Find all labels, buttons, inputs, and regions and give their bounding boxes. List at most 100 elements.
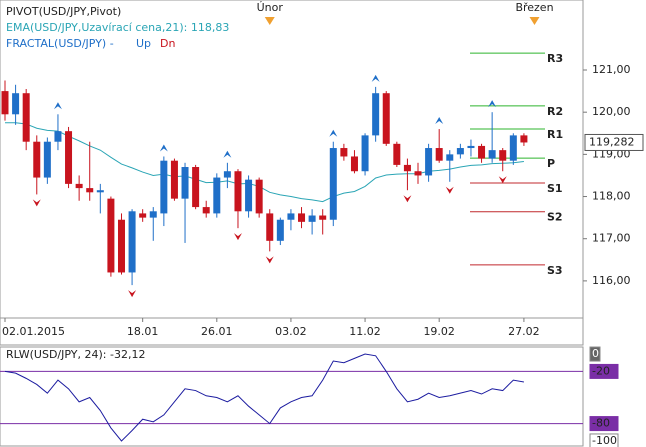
last-price-label: 119,282 bbox=[589, 135, 635, 148]
rlw-plot-frame bbox=[0, 346, 584, 447]
candle-body bbox=[223, 171, 231, 178]
candle-body bbox=[139, 213, 147, 218]
x-tick-label: 02.01.2015 bbox=[2, 325, 65, 338]
y-tick-label: -20 bbox=[592, 364, 610, 377]
candle-body bbox=[456, 148, 464, 155]
candle-body bbox=[393, 143, 401, 165]
candle-body bbox=[245, 179, 253, 212]
candle-body bbox=[107, 198, 115, 273]
candle-body bbox=[96, 190, 104, 193]
candle-body bbox=[414, 171, 422, 176]
y-tick-box bbox=[589, 416, 619, 432]
pivot-label: P bbox=[547, 157, 555, 170]
ema-line bbox=[5, 122, 524, 203]
candle-body bbox=[403, 164, 411, 172]
last-price-box bbox=[584, 133, 644, 151]
candle-body bbox=[65, 131, 73, 184]
candle-body bbox=[128, 211, 136, 273]
candle-body bbox=[276, 219, 284, 241]
fractal-up bbox=[371, 74, 380, 82]
candle-body bbox=[149, 211, 157, 218]
y-tick-box bbox=[589, 363, 619, 379]
candle-body bbox=[329, 148, 337, 220]
candle-body bbox=[308, 215, 316, 222]
candle-body bbox=[372, 93, 380, 136]
candle-body bbox=[54, 131, 62, 142]
candle-body bbox=[287, 213, 295, 220]
candle-body bbox=[234, 171, 242, 212]
candle-body bbox=[160, 160, 168, 214]
candle-body bbox=[75, 183, 83, 189]
ema-legend: EMA(USD/JPY,Uzavírací cena,21): 118,83 bbox=[6, 21, 229, 34]
y-tick-box bbox=[589, 346, 601, 362]
candle-body bbox=[170, 160, 178, 199]
x-tick-label: 26.01 bbox=[201, 325, 233, 338]
candle-body bbox=[86, 188, 94, 193]
candle-body bbox=[181, 167, 189, 199]
y-tick-label: 120,00 bbox=[592, 105, 631, 118]
pivot-title: PIVOT(USD/JPY,Pivot) bbox=[6, 5, 121, 18]
candle-body bbox=[266, 213, 274, 241]
fractal-down bbox=[32, 199, 41, 207]
candle-body bbox=[478, 145, 486, 159]
month-label: Březen bbox=[515, 1, 553, 14]
pivot-label: S3 bbox=[547, 264, 563, 277]
candle-body bbox=[117, 219, 125, 273]
candle-body bbox=[361, 135, 369, 172]
candle-body bbox=[298, 213, 306, 222]
y-tick-label: 0 bbox=[592, 347, 599, 360]
fractal-up bbox=[329, 129, 338, 137]
y-tick-box bbox=[589, 433, 619, 447]
candle-body bbox=[192, 167, 200, 208]
candle-body bbox=[520, 135, 528, 143]
y-tick-label: -80 bbox=[592, 417, 610, 430]
fractal-down bbox=[403, 195, 412, 203]
rlw-line bbox=[4, 353, 524, 442]
candle-body bbox=[319, 215, 327, 220]
fractal-up bbox=[159, 144, 168, 152]
candle-body bbox=[255, 179, 263, 214]
fractal-up bbox=[53, 102, 62, 110]
fractal-legend: FRACTAL(USD/JPY) - bbox=[6, 37, 114, 50]
candle-body bbox=[509, 135, 517, 161]
candle-body bbox=[382, 93, 390, 144]
month-label: Únor bbox=[257, 1, 284, 14]
pivot-label: R2 bbox=[547, 105, 563, 118]
pivot-label: S1 bbox=[547, 182, 563, 195]
x-tick-label: 19.02 bbox=[423, 325, 455, 338]
candle-body bbox=[488, 150, 496, 159]
y-tick-label: 118,00 bbox=[592, 190, 631, 203]
fractal-down bbox=[128, 290, 137, 298]
candle-body bbox=[202, 207, 210, 214]
candle-body bbox=[12, 93, 20, 115]
fractal-up bbox=[488, 100, 497, 108]
candle-body bbox=[340, 148, 348, 157]
fractal-down-legend: Dn bbox=[160, 37, 175, 50]
x-tick-label: 18.01 bbox=[127, 325, 159, 338]
candle-body bbox=[33, 141, 41, 178]
candle-body bbox=[467, 145, 475, 149]
candle-body bbox=[350, 156, 358, 172]
candle-body bbox=[425, 148, 433, 176]
y-tick-label: 116,00 bbox=[592, 274, 631, 287]
pivot-label: S2 bbox=[547, 211, 563, 224]
candle-body bbox=[22, 93, 30, 142]
candle-body bbox=[213, 177, 221, 214]
fractal-up bbox=[435, 117, 444, 125]
month-marker bbox=[529, 17, 540, 25]
date-axis-frame bbox=[0, 317, 584, 346]
y-tick-label: 121,00 bbox=[592, 63, 631, 76]
candle-body bbox=[446, 154, 454, 161]
fractal-up bbox=[223, 150, 232, 158]
fractal-down bbox=[265, 256, 274, 264]
month-marker bbox=[264, 17, 275, 25]
y-tick-label: 117,00 bbox=[592, 232, 631, 245]
candle-body bbox=[435, 148, 443, 161]
x-tick-label: 27.02 bbox=[508, 325, 540, 338]
rlw-title: RLW(USD/JPY, 24): -32,12 bbox=[6, 348, 145, 361]
candle-body bbox=[1, 91, 9, 115]
fractal-down bbox=[498, 176, 507, 184]
fractal-down bbox=[445, 186, 454, 194]
x-tick-label: 11.02 bbox=[349, 325, 381, 338]
